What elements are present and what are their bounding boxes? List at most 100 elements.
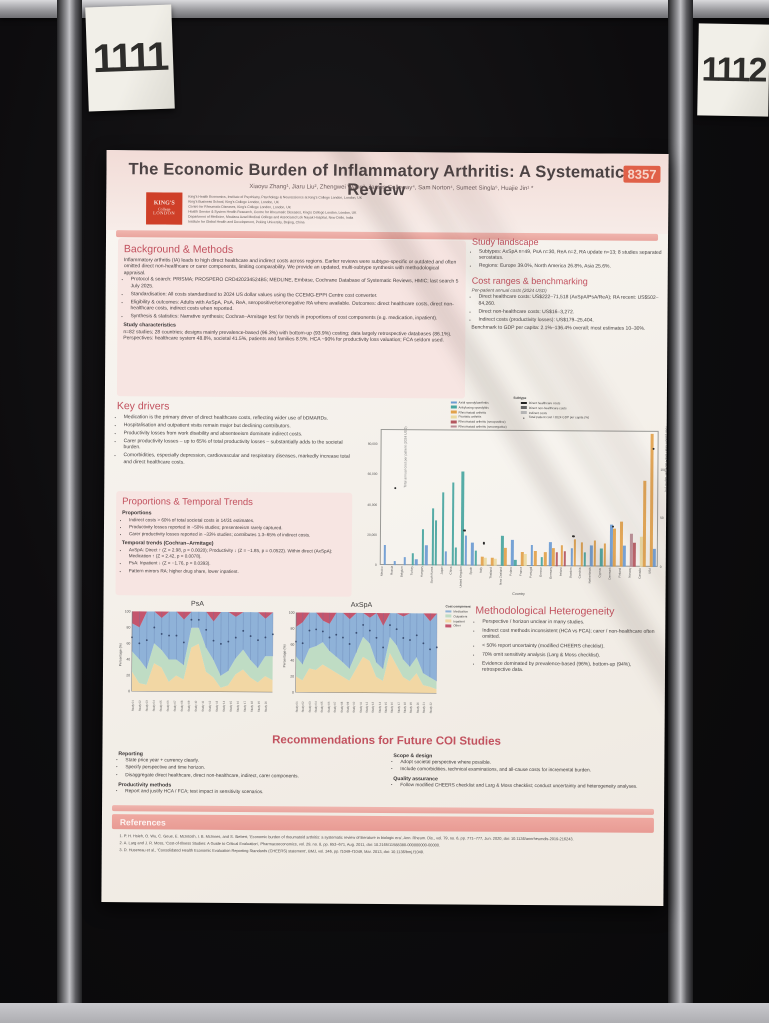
y-tick-label: 0	[128, 689, 130, 693]
legend-swatch	[450, 420, 457, 424]
floor-strip	[0, 1003, 769, 1023]
bar	[504, 547, 507, 566]
legend-swatch	[520, 411, 527, 414]
section-recommendations: Recommendations for Future COI Studies R…	[118, 733, 654, 800]
bullet-item: Adopt societal perspective where possibl…	[400, 760, 654, 768]
booth-pole-right	[668, 0, 693, 1023]
quality-assurance-bullets: Follow modified CHEERS checklist and Lar…	[393, 783, 654, 791]
y-tick-label: 80,000	[367, 441, 378, 447]
bar	[533, 550, 537, 567]
section-heading: Methodological Heterogeneity	[475, 604, 615, 618]
section-key-drivers: Key drivers Medication is the primary dr…	[116, 400, 352, 468]
x-tick-label: Mexico	[379, 565, 384, 576]
legend-label: Direct healthcare costs	[528, 401, 561, 406]
legend-entry: Rheumatoid arthritis	[450, 410, 506, 414]
legend-swatch	[450, 425, 457, 428]
gdp-marker-dot	[612, 525, 615, 528]
data-point-marker	[153, 626, 156, 629]
y-tick-label: 20	[290, 674, 294, 678]
legend-swatch	[445, 614, 452, 618]
cost-ranges-bullets: Direct healthcare costs: US$222–71,518 (…	[471, 294, 661, 324]
area-chart-plot: 0 20 40 60 80 100 Percentage (%)	[282, 611, 438, 694]
bullet-item: Indirect cost methods inconsistent (HCA …	[482, 627, 659, 641]
x-tick-label: South Korea	[429, 566, 434, 584]
legend-label: Rheumatoid arthritis (seropositive)	[458, 419, 506, 425]
bar	[523, 553, 527, 566]
board-number-card-right: 1112	[697, 23, 769, 117]
bar-chart-bars	[380, 429, 659, 567]
y-tick-label: 80	[127, 625, 131, 629]
legend-label: Direct non-healthcare costs	[528, 405, 567, 411]
x-tick-label: Canada	[637, 567, 642, 579]
area-layer	[131, 643, 273, 693]
bullet-item: Pattern mirrors RA: higher drug share, l…	[129, 568, 346, 575]
axes-lines	[131, 611, 273, 693]
bar	[444, 551, 448, 566]
data-point-marker	[435, 646, 438, 649]
cost-by-country-bar-chart: Subtype Axial spondyloarthritis Ankylosing…	[354, 395, 668, 597]
bar	[583, 552, 587, 567]
y-tick-label: 20	[126, 673, 130, 677]
data-point-marker	[389, 624, 391, 627]
data-point-marker	[402, 637, 405, 639]
x-tick-label: Spain	[468, 566, 474, 575]
data-point-marker	[362, 623, 365, 626]
y-tick-label: 60	[290, 643, 294, 647]
legend-entry: ● Total patient cost / 2024 GDP per capit…	[521, 415, 590, 420]
legend-swatch	[450, 405, 457, 409]
data-point-marker	[271, 633, 274, 636]
legend-swatch	[520, 406, 527, 410]
right-tick-label: 0	[659, 564, 662, 569]
gdp-marker-dot	[483, 542, 486, 545]
legend-label: Total patient cost / 2024 GDP per capita…	[528, 415, 590, 420]
references-list: P. H. Hsieh, O. Wu, C. Geue, E. McIntosh…	[116, 833, 650, 858]
x-tick-label: Germany	[548, 567, 553, 580]
bullet-item: Indirect costs > 60% of total societal c…	[129, 517, 346, 524]
x-tick-label: Norway	[627, 567, 632, 578]
y-tick-label: 40	[126, 657, 130, 661]
x-tick-label: Finland	[617, 567, 622, 578]
references-heading: References	[119, 816, 166, 827]
bar	[573, 539, 577, 567]
data-point-marker	[355, 631, 358, 634]
gdp-marker-dot	[572, 534, 575, 538]
data-point-marker	[234, 636, 237, 639]
axspa-stacked-area-chart: AxSpA 0 20 40 60 80 100 Percentage (%) Study 01 S…	[281, 601, 442, 740]
y-tick-label: 80	[291, 627, 295, 631]
bullet-item: Medication is the primary driver of dire…	[124, 414, 353, 422]
data-point-marker	[368, 629, 371, 632]
reporting-bullets: State price year + currency clearly.Spec…	[118, 758, 379, 781]
section-background-methods: Background & Methods Inflammatory arthri…	[116, 238, 467, 399]
bullet-item: Productivity losses reported in ~50% stu…	[129, 524, 346, 531]
bullet-item: Comorbidities, especially depression, ca…	[123, 453, 352, 467]
legend-swatch	[520, 401, 527, 405]
bullet-item: Productivity losses from work disability…	[124, 430, 353, 438]
legend-swatch	[450, 401, 457, 404]
bar	[434, 520, 438, 566]
data-point-marker	[242, 629, 245, 632]
section-heading: Key drivers	[116, 400, 170, 413]
legend-label: Other	[453, 623, 461, 628]
legend-label: Axial spondyloarthritis	[458, 400, 489, 405]
data-point-marker	[205, 628, 208, 631]
data-point-marker	[249, 635, 252, 638]
data-point-marker	[190, 618, 193, 621]
bar	[393, 561, 396, 566]
bar	[652, 548, 656, 567]
heterogeneity-bullets: Perspective / horizon unclear in many st…	[475, 619, 659, 675]
axes-lines	[295, 612, 437, 694]
bullet-item: Subtypes: AxSpA n=49, PsA n=30, ReA n=2,…	[479, 249, 662, 263]
background-bullets: Protocol & search: PRISMA; PROSPERO CRD4…	[123, 276, 459, 321]
cost-ranges-note: Per-patient annual costs (2024 USD)	[471, 287, 547, 293]
legend-swatch	[445, 610, 452, 613]
y-axis-label: Percentage (%)	[118, 643, 122, 666]
booth-top-rail	[0, 0, 769, 18]
area-layer	[295, 653, 437, 694]
legend-label: Medication	[453, 609, 468, 614]
bar	[613, 528, 617, 567]
bar	[623, 545, 626, 567]
bar	[642, 480, 647, 567]
area-chart-title: PsA	[191, 600, 204, 608]
bar-group	[648, 431, 659, 567]
